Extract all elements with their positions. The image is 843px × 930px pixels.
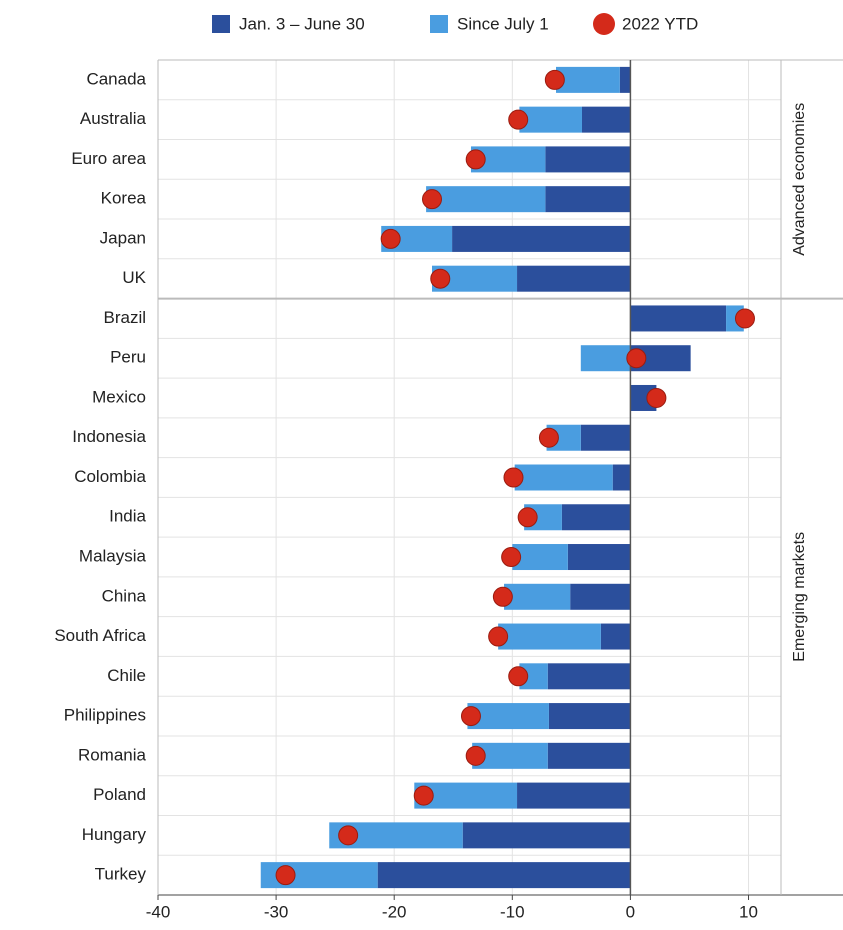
dot xyxy=(626,348,647,369)
dot xyxy=(430,268,451,289)
y-tick-label: Philippines xyxy=(64,706,146,725)
group-label: Advanced economies xyxy=(791,103,808,256)
x-tick-label: 0 xyxy=(626,902,635,921)
y-tick-label: South Africa xyxy=(54,626,146,645)
dot xyxy=(338,825,359,846)
y-tick-label: Korea xyxy=(101,189,147,208)
dot xyxy=(465,149,486,170)
bar xyxy=(452,225,631,252)
legend-item: Since July 1 xyxy=(430,14,549,33)
bar xyxy=(547,742,631,769)
bar xyxy=(567,544,631,571)
dot xyxy=(492,586,513,607)
dot xyxy=(488,626,509,647)
y-tick-label: Hungary xyxy=(82,825,147,844)
dot xyxy=(465,745,486,766)
legend-item: Jan. 3 – June 30 xyxy=(212,14,365,33)
group-label: Emerging markets xyxy=(791,532,808,662)
bar xyxy=(561,504,631,531)
dot xyxy=(460,706,481,727)
bar xyxy=(517,782,631,809)
y-tick-label: Colombia xyxy=(74,467,146,486)
dot xyxy=(646,387,667,408)
bar xyxy=(519,106,582,133)
dot xyxy=(517,507,538,528)
legend-label: Jan. 3 – June 30 xyxy=(239,14,365,33)
y-tick-label: China xyxy=(102,586,147,605)
y-tick-label: Brazil xyxy=(103,308,146,327)
bar xyxy=(619,66,631,93)
y-tick-label: Peru xyxy=(110,348,146,367)
bar xyxy=(498,623,601,650)
bar xyxy=(630,305,727,332)
bar xyxy=(467,703,549,730)
dot xyxy=(508,109,529,130)
y-tick-label: Canada xyxy=(86,69,146,88)
legend-swatch xyxy=(430,15,448,33)
dot xyxy=(380,228,401,249)
y-tick-label: Mexico xyxy=(92,387,146,406)
bar xyxy=(545,186,631,213)
legend-label: Since July 1 xyxy=(457,14,549,33)
bar xyxy=(600,623,631,650)
dot xyxy=(734,308,755,329)
bar xyxy=(548,703,631,730)
bar xyxy=(580,345,631,372)
y-tick-label: Poland xyxy=(93,785,146,804)
y-tick-label: India xyxy=(109,507,146,526)
bar xyxy=(462,822,631,849)
dot xyxy=(544,69,565,90)
bar xyxy=(570,583,631,610)
bar xyxy=(556,66,620,93)
y-tick-label: Malaysia xyxy=(79,547,147,566)
bar xyxy=(581,106,631,133)
bar xyxy=(512,544,568,571)
dot xyxy=(508,666,529,687)
x-tick-label: -40 xyxy=(146,902,171,921)
dot xyxy=(501,547,522,568)
legend-swatch xyxy=(212,15,230,33)
dot xyxy=(422,189,442,210)
bar xyxy=(377,862,631,889)
y-tick-label: Chile xyxy=(107,666,146,685)
dot xyxy=(538,427,559,448)
y-tick-label: Indonesia xyxy=(72,427,146,446)
bar xyxy=(514,464,613,491)
bar xyxy=(504,583,571,610)
y-tick-label: Turkey xyxy=(95,865,147,884)
x-tick-label: -30 xyxy=(264,902,289,921)
legend-swatch xyxy=(593,13,615,35)
y-tick-label: Japan xyxy=(100,228,146,247)
legend-item: 2022 YTD xyxy=(593,13,698,35)
x-tick-label: -10 xyxy=(500,902,525,921)
y-tick-label: Australia xyxy=(80,109,147,128)
dot xyxy=(275,865,296,886)
y-tick-label: Romania xyxy=(78,745,147,764)
dot xyxy=(413,785,434,806)
bar xyxy=(580,424,631,451)
y-tick-label: Euro area xyxy=(71,149,146,168)
dot xyxy=(503,467,524,488)
legend-label: 2022 YTD xyxy=(622,14,698,33)
bar xyxy=(517,265,631,292)
x-tick-label: 10 xyxy=(739,902,758,921)
bar xyxy=(426,186,546,213)
bar xyxy=(545,146,631,173)
x-tick-label: -20 xyxy=(382,902,407,921)
bar xyxy=(612,464,631,491)
bar xyxy=(547,663,631,690)
y-tick-label: UK xyxy=(122,268,146,287)
